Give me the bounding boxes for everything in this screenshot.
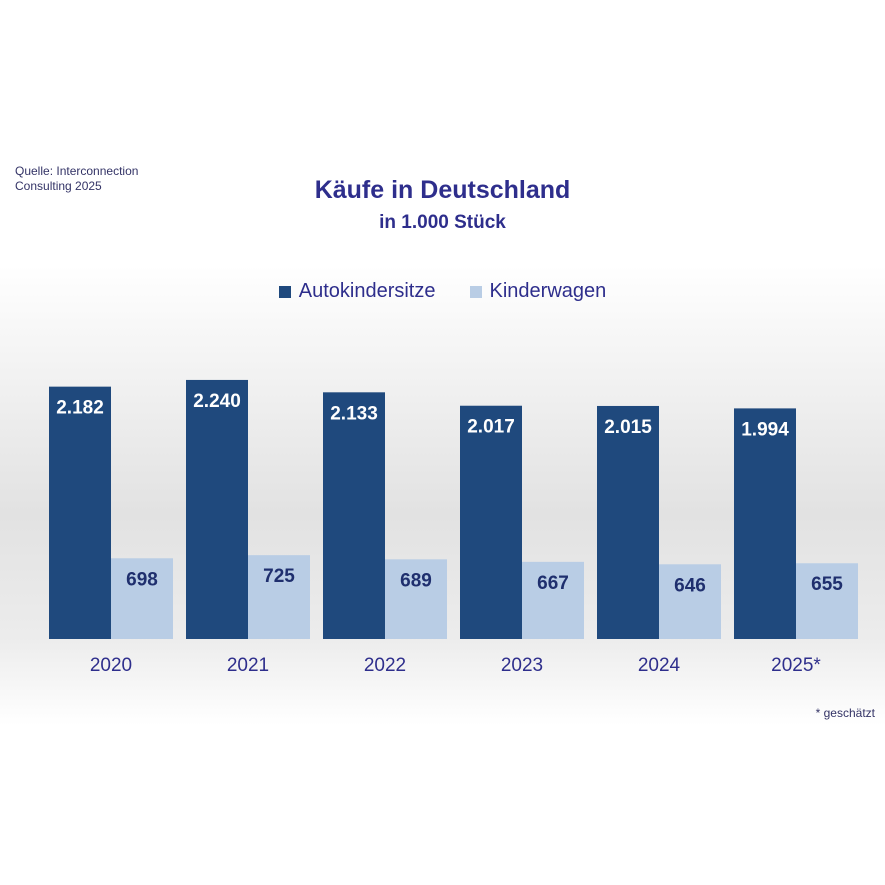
data-label-autokindersitze-2023: 2.017 [467, 417, 515, 438]
bar-kinderwagen-2022 [385, 559, 447, 639]
data-label-kinderwagen-2025: 655 [811, 574, 843, 595]
x-tick-label-2024: 2024 [638, 655, 681, 676]
x-tick-label-2020: 2020 [90, 655, 132, 676]
footnote-estimated: * geschätzt [815, 706, 875, 720]
data-label-kinderwagen-2023: 667 [537, 573, 569, 594]
x-tick-label-2023: 2023 [501, 655, 543, 676]
data-label-autokindersitze-2025: 1.994 [741, 419, 789, 440]
data-label-autokindersitze-2022: 2.133 [330, 403, 378, 424]
bar-autokindersitze-2025 [734, 408, 796, 639]
x-tick-label-2025: 2025* [771, 655, 821, 676]
bar-kinderwagen-2024 [659, 564, 721, 639]
x-tick-label-2022: 2022 [364, 655, 406, 676]
chart-subtitle: in 1.000 Stück [379, 212, 506, 233]
bar-autokindersitze-2020 [49, 386, 111, 639]
data-label-autokindersitze-2021: 2.240 [193, 391, 241, 412]
data-label-autokindersitze-2024: 2.015 [604, 417, 652, 438]
data-label-kinderwagen-2021: 725 [263, 566, 295, 587]
legend-item-autokindersitze: Autokindersitze [278, 280, 436, 303]
bar-autokindersitze-2023 [460, 405, 522, 639]
bar-kinderwagen-2025 [796, 563, 858, 639]
bar-autokindersitze-2021 [186, 379, 248, 639]
legend-swatch-autokindersitze [278, 285, 291, 298]
bar-kinderwagen-2021 [248, 555, 310, 639]
data-label-kinderwagen-2024: 646 [674, 575, 706, 596]
bar-autokindersitze-2022 [323, 392, 385, 639]
legend-label-autokindersitze: Autokindersitze [298, 280, 436, 302]
bar-kinderwagen-2020 [111, 558, 173, 639]
bar-kinderwagen-2023 [522, 561, 584, 639]
chart-title: Käufe in Deutschland [314, 176, 571, 204]
chart-legend: Autokindersitze Kinderwagen [0, 280, 885, 303]
legend-label-kinderwagen: Kinderwagen [489, 280, 607, 302]
x-tick-label-2021: 2021 [227, 655, 269, 676]
data-label-autokindersitze-2020: 2.182 [56, 398, 104, 419]
source-note: Quelle: Interconnection Consulting 2025 [15, 164, 139, 193]
data-label-kinderwagen-2022: 689 [400, 570, 432, 591]
bar-autokindersitze-2024 [597, 405, 659, 639]
legend-item-kinderwagen: Kinderwagen [469, 280, 607, 303]
legend-swatch-kinderwagen [469, 285, 482, 298]
data-label-kinderwagen-2020: 698 [126, 569, 158, 590]
